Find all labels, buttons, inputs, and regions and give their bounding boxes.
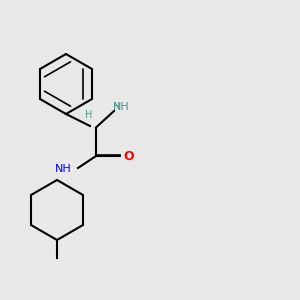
Text: NH: NH	[112, 101, 129, 112]
Text: H: H	[112, 101, 120, 112]
Text: NH: NH	[55, 164, 72, 175]
Text: O: O	[123, 149, 134, 163]
Text: H: H	[85, 110, 92, 121]
